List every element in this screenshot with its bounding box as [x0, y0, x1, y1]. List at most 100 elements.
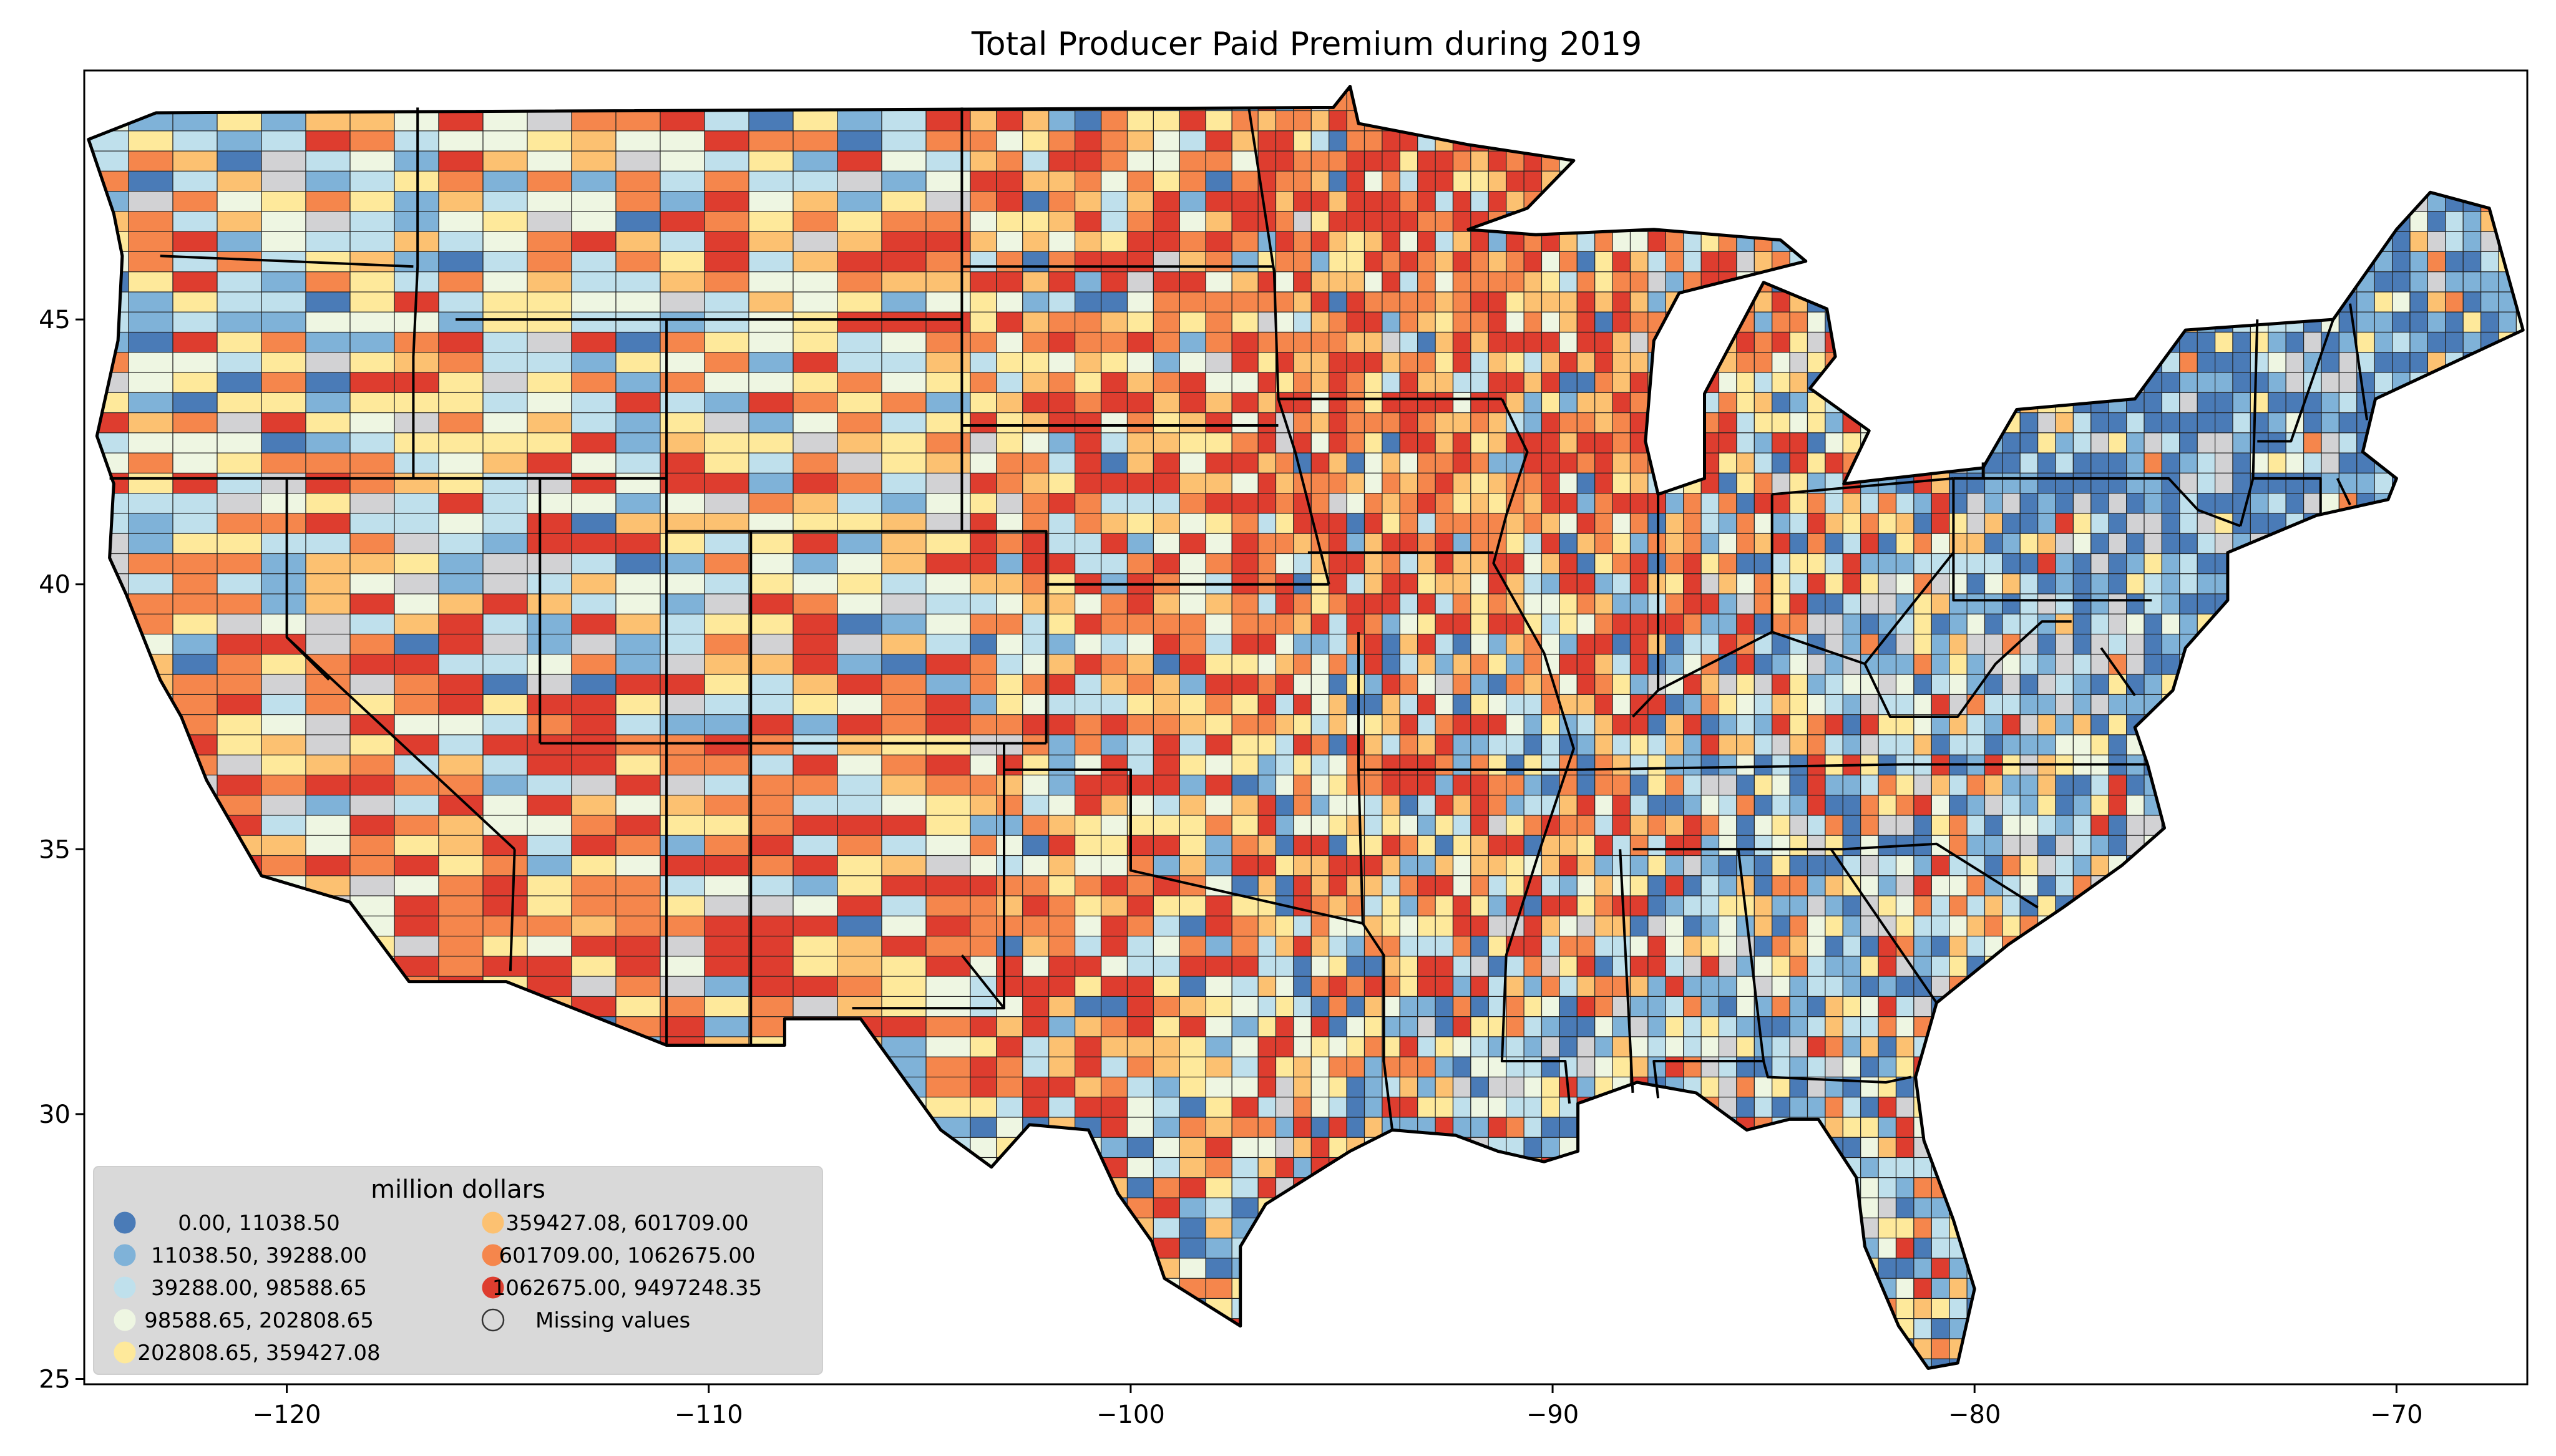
- county-cell: [1966, 694, 1986, 716]
- county-cell: [1329, 432, 1347, 454]
- county-cell: [1665, 855, 1684, 876]
- county-cell: [2090, 472, 2109, 494]
- county-cell: [1399, 633, 1418, 655]
- county-cell: [1736, 513, 1755, 534]
- county-cell: [1382, 573, 1400, 595]
- county-cell: [1417, 211, 1436, 232]
- county-cell: [1807, 432, 1826, 454]
- county-cell: [1346, 533, 1365, 555]
- county-cell: [1612, 291, 1631, 313]
- county-cell: [1789, 331, 1808, 353]
- county-cell: [1984, 493, 2003, 514]
- county-cell: [2232, 352, 2251, 373]
- county-cell: [1895, 895, 1915, 916]
- county-cell: [1470, 795, 1489, 816]
- county-cell: [1329, 513, 1347, 534]
- county-cell: [1949, 875, 1968, 896]
- county-cell: [1559, 815, 1578, 836]
- county-cell: [1842, 734, 1861, 755]
- county-cell: [1772, 774, 1790, 796]
- county-cell: [1789, 935, 1808, 957]
- county-cell: [1523, 513, 1543, 534]
- county-cell: [2090, 613, 2109, 635]
- county-cell: [2144, 654, 2162, 675]
- county-cell: [2019, 734, 2039, 755]
- county-cell: [1736, 674, 1755, 695]
- county-cell: [1435, 613, 1454, 635]
- county-cell: [1257, 231, 1277, 253]
- county-cell: [1275, 674, 1294, 695]
- county-cell: [1346, 513, 1365, 534]
- county-cell: [1665, 774, 1684, 796]
- county-cell: [1559, 976, 1578, 997]
- county-cell: [2090, 452, 2109, 473]
- county-cell: [1399, 956, 1418, 977]
- county-cell: [1523, 1036, 1543, 1057]
- county-cell: [1346, 231, 1365, 253]
- county-cell: [1594, 513, 1613, 534]
- county-cell: [2232, 412, 2251, 434]
- county-cell: [2019, 472, 2039, 494]
- county-cell: [1329, 996, 1347, 1017]
- county-cell: [2250, 513, 2269, 534]
- county-cell: [1541, 734, 1560, 755]
- county-cell: [2303, 412, 2322, 434]
- county-cell: [1399, 412, 1418, 434]
- county-cell: [1895, 613, 1915, 635]
- county-cell: [1700, 513, 1720, 534]
- county-cell: [1612, 271, 1631, 293]
- county-cell: [1382, 895, 1400, 916]
- county-cell: [2019, 875, 2039, 896]
- county-cell: [1860, 996, 1879, 1017]
- county-cell: [1683, 613, 1702, 635]
- county-cell: [1435, 1036, 1454, 1057]
- county-cell: [2002, 694, 2021, 716]
- county-cell: [1594, 1016, 1613, 1037]
- county-cell: [2037, 855, 2056, 876]
- county-cell: [2002, 774, 2021, 796]
- county-cell: [1842, 714, 1861, 735]
- county-cell: [2090, 815, 2109, 836]
- county-cell: [1860, 855, 1879, 876]
- county-cell: [2002, 815, 2021, 836]
- county-cell: [1612, 452, 1631, 473]
- county-cell: [1452, 714, 1471, 735]
- county-cell: [1594, 875, 1613, 896]
- county-cell: [2285, 472, 2305, 494]
- county-cell: [1363, 1016, 1383, 1037]
- county-cell: [1541, 331, 1560, 353]
- county-cell: [1700, 795, 1720, 816]
- county-cell: [2179, 493, 2198, 514]
- county-cell: [1435, 150, 1454, 172]
- county-cell: [1612, 372, 1631, 393]
- county-cell: [2285, 352, 2305, 373]
- county-cell: [1523, 412, 1543, 434]
- county-cell: [1541, 714, 1560, 735]
- county-cell: [1878, 533, 1897, 555]
- county-cell: [1718, 875, 1737, 896]
- county-cell: [1329, 291, 1347, 313]
- county-cell: [1700, 613, 1720, 635]
- county-cell: [1559, 412, 1578, 434]
- county-cell: [2268, 452, 2286, 473]
- county-cell: [1329, 472, 1347, 494]
- county-cell: [1629, 593, 1649, 614]
- county-cell: [2037, 795, 2056, 816]
- county-cell: [1346, 573, 1365, 595]
- county-cell: [1452, 231, 1471, 253]
- county-cell: [1452, 452, 1471, 473]
- county-cell: [1310, 835, 1330, 857]
- county-cell: [1417, 432, 1436, 454]
- county-cell: [1612, 795, 1631, 816]
- county-cell: [2037, 593, 2056, 614]
- county-cell: [1612, 633, 1631, 655]
- county-cell: [1665, 915, 1684, 937]
- county-cell: [1807, 613, 1826, 635]
- county-cell: [1541, 291, 1560, 313]
- county-cell: [1594, 855, 1613, 876]
- county-cell: [1452, 472, 1471, 494]
- county-cell: [1559, 372, 1578, 393]
- county-cell: [2445, 251, 2464, 273]
- county-cell: [1913, 915, 1932, 937]
- county-cell: [1452, 331, 1471, 353]
